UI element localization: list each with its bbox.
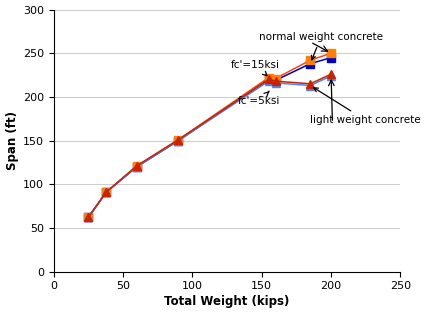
Text: normal weight concrete: normal weight concrete <box>259 32 383 60</box>
Text: fc'=5ksi: fc'=5ksi <box>238 91 280 106</box>
Text: light weight concrete: light weight concrete <box>310 88 421 125</box>
Y-axis label: Span (ft): Span (ft) <box>6 111 18 170</box>
X-axis label: Total Weight (kips): Total Weight (kips) <box>164 295 290 308</box>
Text: fc'=15ksi: fc'=15ksi <box>231 60 280 76</box>
